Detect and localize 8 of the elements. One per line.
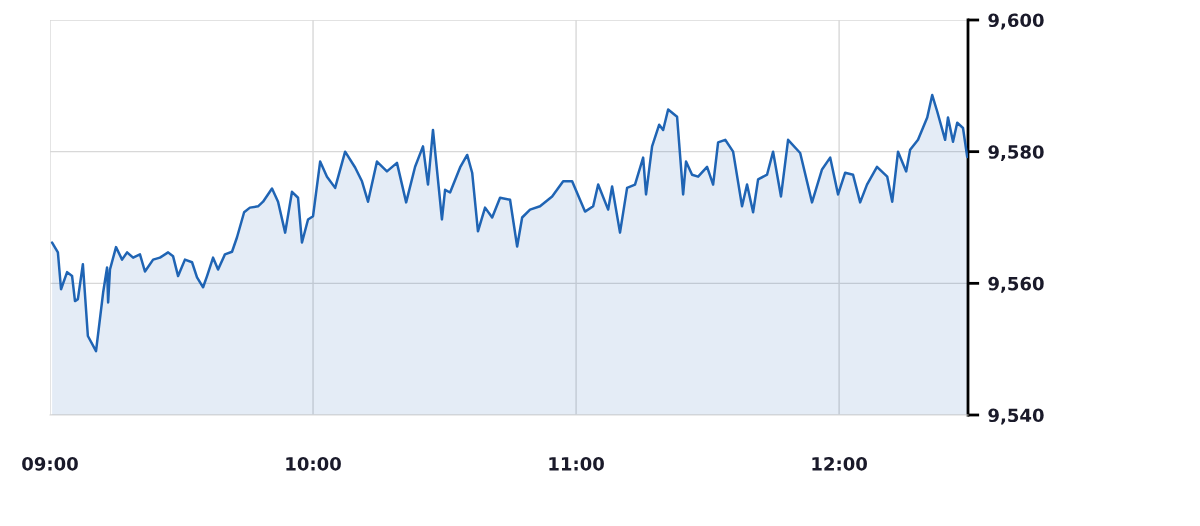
- y-tick-label: 9,540: [988, 408, 1044, 425]
- x-tick-label: 09:00: [22, 456, 78, 471]
- y-tick-label: 9,580: [988, 145, 1044, 162]
- y-tick-label: 9,600: [988, 13, 1044, 30]
- x-tick-label: 11:00: [549, 456, 604, 471]
- x-tick-label: 10:00: [286, 456, 341, 471]
- x-tick-label: 12:00: [812, 456, 867, 471]
- y-tick-label: 9,560: [988, 276, 1044, 293]
